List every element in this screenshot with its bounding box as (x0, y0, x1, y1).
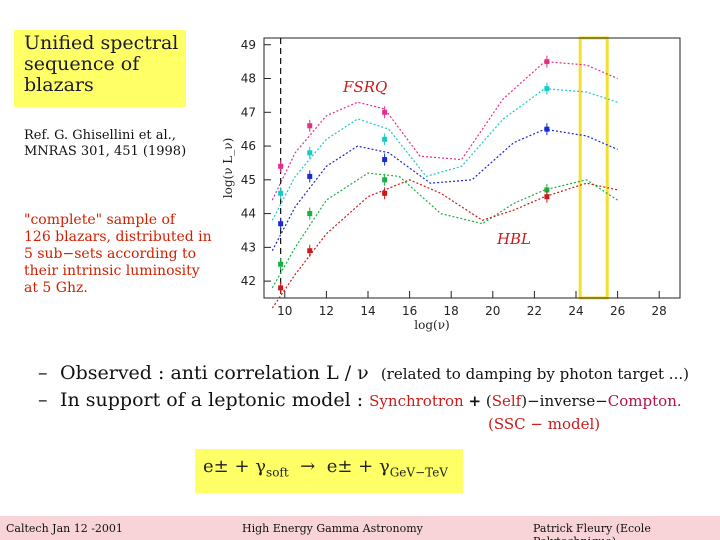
bullet-1-main: Observed : anti correlation L / ν (60, 362, 369, 384)
bullet-2-main: In support of a leptonic model : (60, 389, 364, 411)
x-tick-label: 24 (568, 304, 583, 318)
formula-lhs-sub: soft (266, 465, 289, 480)
x-tick-label: 20 (485, 304, 500, 318)
data-point (544, 194, 550, 200)
bullet-1-note: (related to damping by photon target ...… (380, 365, 689, 383)
x-tick-label: 16 (402, 304, 417, 318)
x-tick-label: 28 (652, 304, 667, 318)
bullet-dash: – (38, 362, 48, 384)
plot-frame (263, 37, 681, 299)
data-point (382, 157, 388, 163)
formula-rhs-sub: GeV−TeV (389, 465, 448, 480)
data-point (382, 177, 388, 183)
x-tick-label: 10 (277, 304, 292, 318)
data-point (278, 163, 284, 169)
series-curve (271, 179, 618, 309)
compton-text: Compton. (607, 392, 682, 410)
y-tick-label: 43 (241, 240, 256, 254)
x-tick-label: 12 (319, 304, 334, 318)
data-point (278, 190, 284, 196)
x-tick-label: 18 (444, 304, 459, 318)
y-tick-label: 48 (241, 72, 256, 86)
synchrotron-text: Synchrotron (369, 392, 464, 410)
highlight-band (578, 36, 609, 300)
data-point (544, 126, 550, 132)
self-text: Self (491, 392, 522, 410)
self-open: ( (485, 392, 492, 410)
chart-annotation: FSRQ (342, 78, 387, 96)
data-point (278, 285, 284, 291)
data-point (278, 261, 284, 267)
slide-title: Unified spectral sequence of blazars (24, 32, 179, 96)
y-tick-label: 44 (241, 207, 256, 221)
formula: e± + γsoft → e± + γGeV−TeV (203, 456, 448, 480)
reference-citation: Ref. G. Ghisellini et al., MNRAS 301, 45… (24, 128, 187, 159)
plus-sign: + (468, 392, 482, 410)
series-curve (271, 60, 618, 201)
bullet-1: – Observed : anti correlation L / ν (rela… (38, 362, 689, 384)
y-axis-label: log(ν L_ν) (221, 138, 235, 198)
bullet-2: – In support of a leptonic model : Synchr… (38, 389, 682, 411)
sample-description: "complete" sample of 126 blazars, distri… (24, 212, 212, 296)
data-point (278, 221, 284, 227)
formula-arrow: → (300, 456, 316, 477)
footer-left: Caltech Jan 12 -2001 (6, 522, 123, 535)
footer-right: Patrick Fleury (Ecole Polytechnique) (533, 522, 651, 540)
ssc-label: (SSC − model) (488, 415, 601, 433)
footer-center: High Energy Gamma Astronomy (242, 522, 423, 535)
formula-box: e± + γsoft → e± + γGeV−TeV (195, 449, 463, 493)
x-axis-label: log(ν) (414, 318, 449, 332)
series-curve (271, 128, 618, 251)
y-tick-label: 47 (241, 105, 256, 119)
x-tick-label: 14 (360, 304, 375, 318)
formula-lhs: e± + γ (203, 456, 267, 477)
x-tick-label: 22 (527, 304, 542, 318)
y-tick-label: 42 (241, 274, 256, 288)
y-tick-label: 46 (241, 139, 256, 153)
spectral-chart: 10 12 14 16 18 20 22 24 26 28 42 43 44 45 46 47 48 49 log(… (221, 36, 681, 332)
data-point (307, 211, 313, 217)
footer: Caltech Jan 12 -2001 High Energy Gamma A… (0, 516, 720, 540)
data-point (307, 150, 313, 156)
chart-annotation: HBL (496, 230, 531, 248)
data-point (382, 109, 388, 115)
data-point (382, 136, 388, 142)
data-point (382, 190, 388, 196)
x-tick-label: 26 (610, 304, 625, 318)
data-point (544, 59, 550, 65)
data-point (307, 173, 313, 179)
series-curve (271, 172, 618, 289)
y-tick-label: 49 (241, 38, 256, 52)
data-point (307, 123, 313, 129)
data-point (544, 86, 550, 92)
series-curve (271, 87, 618, 221)
formula-rhs: e± + γ (326, 456, 390, 477)
title-box: Unified spectral sequence of blazars (14, 30, 186, 107)
data-point (307, 248, 313, 254)
inverse-text: )−inverse− (521, 392, 608, 410)
data-point (544, 187, 550, 193)
y-tick-label: 45 (241, 173, 256, 187)
bullet-dash: – (38, 389, 48, 411)
